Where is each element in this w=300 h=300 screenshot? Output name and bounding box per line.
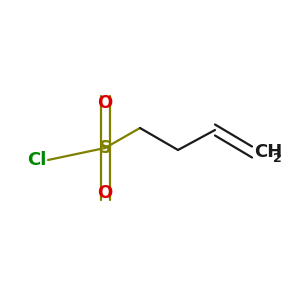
Text: S: S [98,139,112,157]
Text: O: O [98,184,112,202]
Text: CH: CH [254,143,282,161]
Text: Cl: Cl [27,151,46,169]
Text: O: O [98,94,112,112]
Text: 2: 2 [273,152,282,164]
